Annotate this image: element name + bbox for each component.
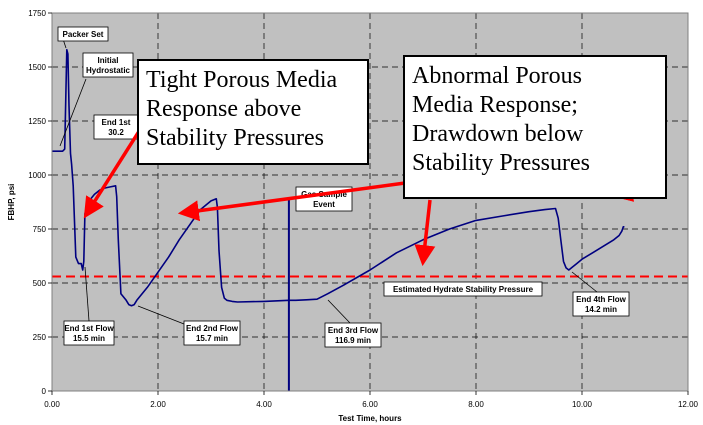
callout-text: Drawdown below	[412, 121, 584, 147]
x-tick-label: 2.00	[150, 400, 166, 409]
x-tick-label: 0.00	[44, 400, 60, 409]
y-tick-label: 500	[33, 279, 47, 288]
annotation-text: 116.9 min	[335, 336, 371, 345]
annotation-hydrate-label: Estimated Hydrate Stability Pressure	[383, 281, 543, 297]
y-tick-label: 1250	[28, 117, 46, 126]
x-tick-label: 6.00	[362, 400, 378, 409]
callout-tight: Tight Porous Media Response above Stabilit…	[137, 59, 369, 165]
callout-text: Abnormal Porous	[412, 63, 582, 89]
callout-text: Tight Porous Media	[146, 67, 337, 93]
y-tick-label: 1750	[28, 9, 46, 18]
x-tick-label: 12.00	[678, 400, 699, 409]
annotation-text: Estimated Hydrate Stability Pressure	[393, 285, 534, 294]
annotation-text: End 2nd Flow	[186, 324, 239, 333]
annotation-text: Hydrostatic	[86, 66, 131, 75]
y-tick-label: 750	[33, 225, 47, 234]
callout-text: Stability Pressures	[146, 125, 324, 151]
annotation-text: End 1st Flow	[64, 324, 114, 333]
annotation-text: End 3rd Flow	[328, 326, 379, 335]
x-axis-title: Test Time, hours	[338, 414, 402, 423]
annotation-text: End 4th Flow	[576, 295, 627, 304]
annotation-text: 15.7 min	[196, 334, 228, 343]
y-tick-label: 1500	[28, 63, 46, 72]
annotation-text: Event	[313, 200, 335, 209]
y-tick-label: 1000	[28, 171, 46, 180]
y-tick-label: 250	[33, 333, 47, 342]
callout-text: Stability Pressures	[412, 150, 590, 176]
annotation-text: Initial	[98, 56, 119, 65]
callout-abnormal: Abnormal Porous Media Response; Drawdown b…	[403, 55, 667, 199]
y-axis-title: FBHP, psi	[7, 184, 16, 221]
y-tick-label: 0	[42, 387, 47, 396]
callout-arrow	[177, 181, 406, 222]
x-tick-label: 4.00	[256, 400, 272, 409]
annotation-text: End 1st	[102, 118, 131, 127]
callout-text: Response above	[146, 96, 301, 122]
annotation-text: 14.2 min	[585, 305, 617, 314]
annotation-packer-set: Packer Set	[57, 26, 109, 49]
callout-arrow	[414, 199, 436, 267]
callout-text: Media Response;	[412, 92, 578, 118]
annotation-text: 15.5 min	[73, 334, 105, 343]
annotation-text: Packer Set	[63, 30, 104, 39]
callout-arrows	[83, 124, 635, 267]
series-line	[288, 207, 625, 302]
x-tick-label: 10.00	[572, 400, 593, 409]
callouts: Tight Porous Media Response above Stabilit…	[137, 55, 667, 199]
axis-ticks: 0 250 500 750 1000 1250 1500 1750 0.00 2.00 4.00 6.…	[28, 9, 698, 409]
callout-arrow	[83, 124, 145, 219]
series-line	[52, 48, 289, 307]
series-layer	[52, 48, 625, 391]
annotation-text: 30.2	[108, 128, 124, 137]
x-tick-label: 8.00	[468, 400, 484, 409]
